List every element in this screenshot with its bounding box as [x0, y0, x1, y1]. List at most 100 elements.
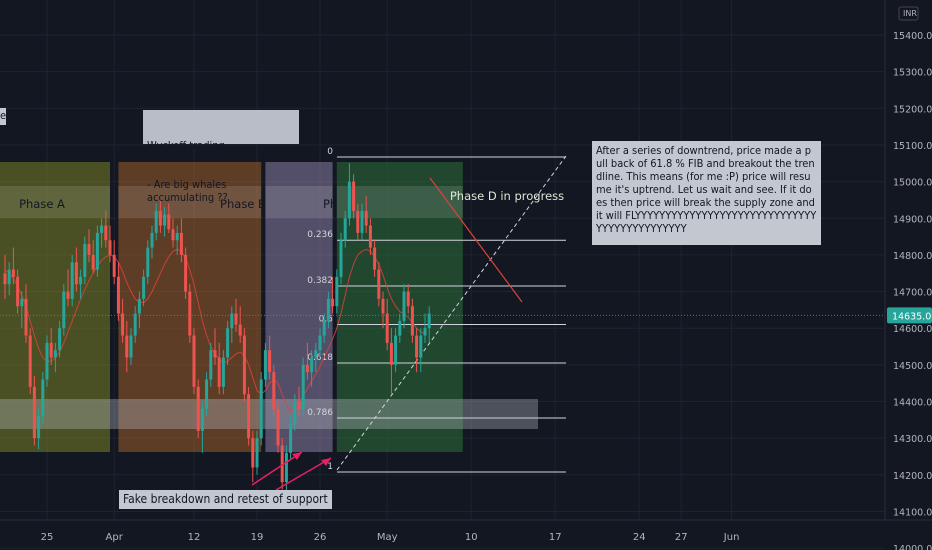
candle-body: [200, 408, 204, 431]
candle-body: [100, 225, 104, 233]
time-tick-label: 24: [633, 532, 646, 543]
price-axis[interactable]: 15400.00 15300.00 15200.00 15100.00 15000.00…: [884, 0, 932, 550]
candle-body: [112, 254, 116, 277]
time-tick-label: 19: [251, 532, 264, 543]
candle-body: [419, 335, 423, 358]
candle-body: [196, 386, 200, 431]
candle-body: [133, 313, 137, 336]
price-tick-label: 15200.00: [893, 104, 932, 115]
candle-body: [58, 328, 62, 351]
candle-body: [234, 313, 238, 325]
time-tick-label: Apr: [106, 532, 124, 543]
candle-body: [335, 276, 339, 307]
candle-body: [415, 335, 419, 358]
time-tick-label: Jun: [723, 532, 740, 543]
candle-body: [91, 254, 95, 270]
candle-body: [45, 342, 49, 380]
candle-body: [360, 210, 364, 233]
candle-body: [272, 372, 276, 409]
price-tick-label: 14900.00: [893, 214, 932, 225]
candle-body: [11, 269, 15, 277]
candle-body: [423, 328, 427, 336]
candle-body: [314, 350, 318, 358]
price-tick-label: 14700.00: [893, 288, 932, 299]
time-tick-label: 26: [314, 532, 327, 543]
candle-body: [70, 262, 74, 299]
price-tick-label: 15400.00: [893, 31, 932, 42]
price-tick-label: 14100.00: [893, 507, 932, 518]
candle-body: [322, 320, 326, 336]
candle-body: [398, 320, 402, 336]
candle-body: [331, 298, 335, 307]
candle-body: [7, 269, 11, 285]
cut-off-note: e: [0, 108, 6, 125]
candle-body: [95, 232, 99, 270]
price-axis-panel: [885, 0, 932, 550]
candle-body: [74, 262, 78, 285]
candle-body: [209, 350, 213, 380]
candle-body: [3, 273, 7, 285]
time-tick-label: 17: [549, 532, 562, 543]
candle-body: [184, 254, 188, 292]
last-price-label: 14635.00: [892, 311, 932, 322]
arrow-head-2: [321, 458, 331, 466]
phase-band: [118, 186, 262, 218]
fib-level-label: 0.5: [319, 315, 333, 325]
candle-body: [146, 247, 150, 277]
candle-body: [427, 313, 431, 329]
candle-body: [377, 269, 381, 299]
candle-body: [255, 438, 259, 468]
candle-body: [343, 218, 347, 241]
candle-body: [268, 350, 272, 373]
candle-body: [87, 243, 91, 255]
candle-body: [356, 210, 360, 233]
candle-body: [280, 445, 284, 483]
phase-label: Phase B: [220, 197, 266, 211]
candle-body: [171, 229, 175, 241]
candle-body: [37, 416, 41, 439]
candle-body: [381, 298, 385, 314]
candle-body: [373, 247, 377, 270]
price-tick-label: 14500.00: [893, 361, 932, 372]
candle-body: [410, 306, 414, 336]
candle-body: [137, 298, 141, 314]
candle-body: [259, 379, 263, 439]
candle-body: [289, 423, 293, 453]
candle-body: [318, 335, 322, 351]
arrow-line-2: [275, 457, 332, 491]
analysis-note: After a series of downtrend, price made …: [592, 141, 821, 245]
candle-body: [385, 313, 389, 343]
candle-body: [394, 335, 398, 365]
price-tick-label: 14600.00: [893, 324, 932, 335]
arrow-head-1: [292, 452, 302, 460]
candles-layer: [3, 163, 431, 494]
candle-body: [368, 225, 372, 248]
phase-band: [265, 186, 333, 218]
fake-breakdown-note: Fake breakdown and retest of support: [119, 490, 332, 509]
phase-band: [0, 186, 111, 218]
fib-level-label: 1: [327, 462, 333, 472]
candle-body: [284, 452, 288, 483]
candle-body: [104, 225, 108, 241]
price-tick-label: 14400.00: [893, 398, 932, 409]
price-tick-label: 14000.00: [893, 544, 932, 550]
candle-body: [242, 335, 246, 395]
fib-level-label: 0.382: [307, 276, 333, 286]
arrow-line-1: [251, 451, 303, 486]
candle-body: [24, 298, 28, 336]
time-axis[interactable]: 25 Apr 12 19 26 May 10 17 24 27 Jun: [0, 519, 932, 543]
candle-body: [20, 298, 24, 307]
candle-body: [339, 240, 343, 277]
drawings-layer: [0, 177, 885, 491]
candle-body: [129, 335, 133, 358]
candle-body: [32, 386, 36, 439]
candle-body: [62, 291, 66, 329]
candle-body: [213, 350, 217, 358]
wyckoff-subtitle: - Are big whales accumulating ??: [147, 178, 230, 204]
fibonacci-retracement[interactable]: 0 0.236 0.382 0.5 0.618 0.786 1: [307, 147, 567, 473]
candle-body: [49, 342, 53, 358]
candle-body: [167, 214, 171, 230]
fib-level-label: 0: [327, 147, 333, 157]
support-zone: [0, 399, 538, 429]
